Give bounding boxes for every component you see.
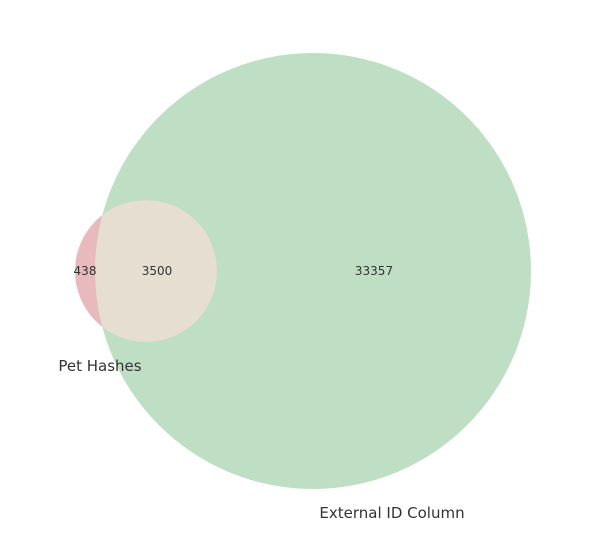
set-label-a: Pet Hashes: [58, 357, 141, 375]
region-label-intersection: 3500: [142, 264, 173, 278]
set-label-b: External ID Column: [319, 504, 464, 522]
region-label-only-b: 33357: [355, 264, 393, 278]
region-label-only-a: 438: [74, 264, 97, 278]
intersection-region: [95, 200, 217, 342]
set-b-circle: [95, 53, 531, 489]
